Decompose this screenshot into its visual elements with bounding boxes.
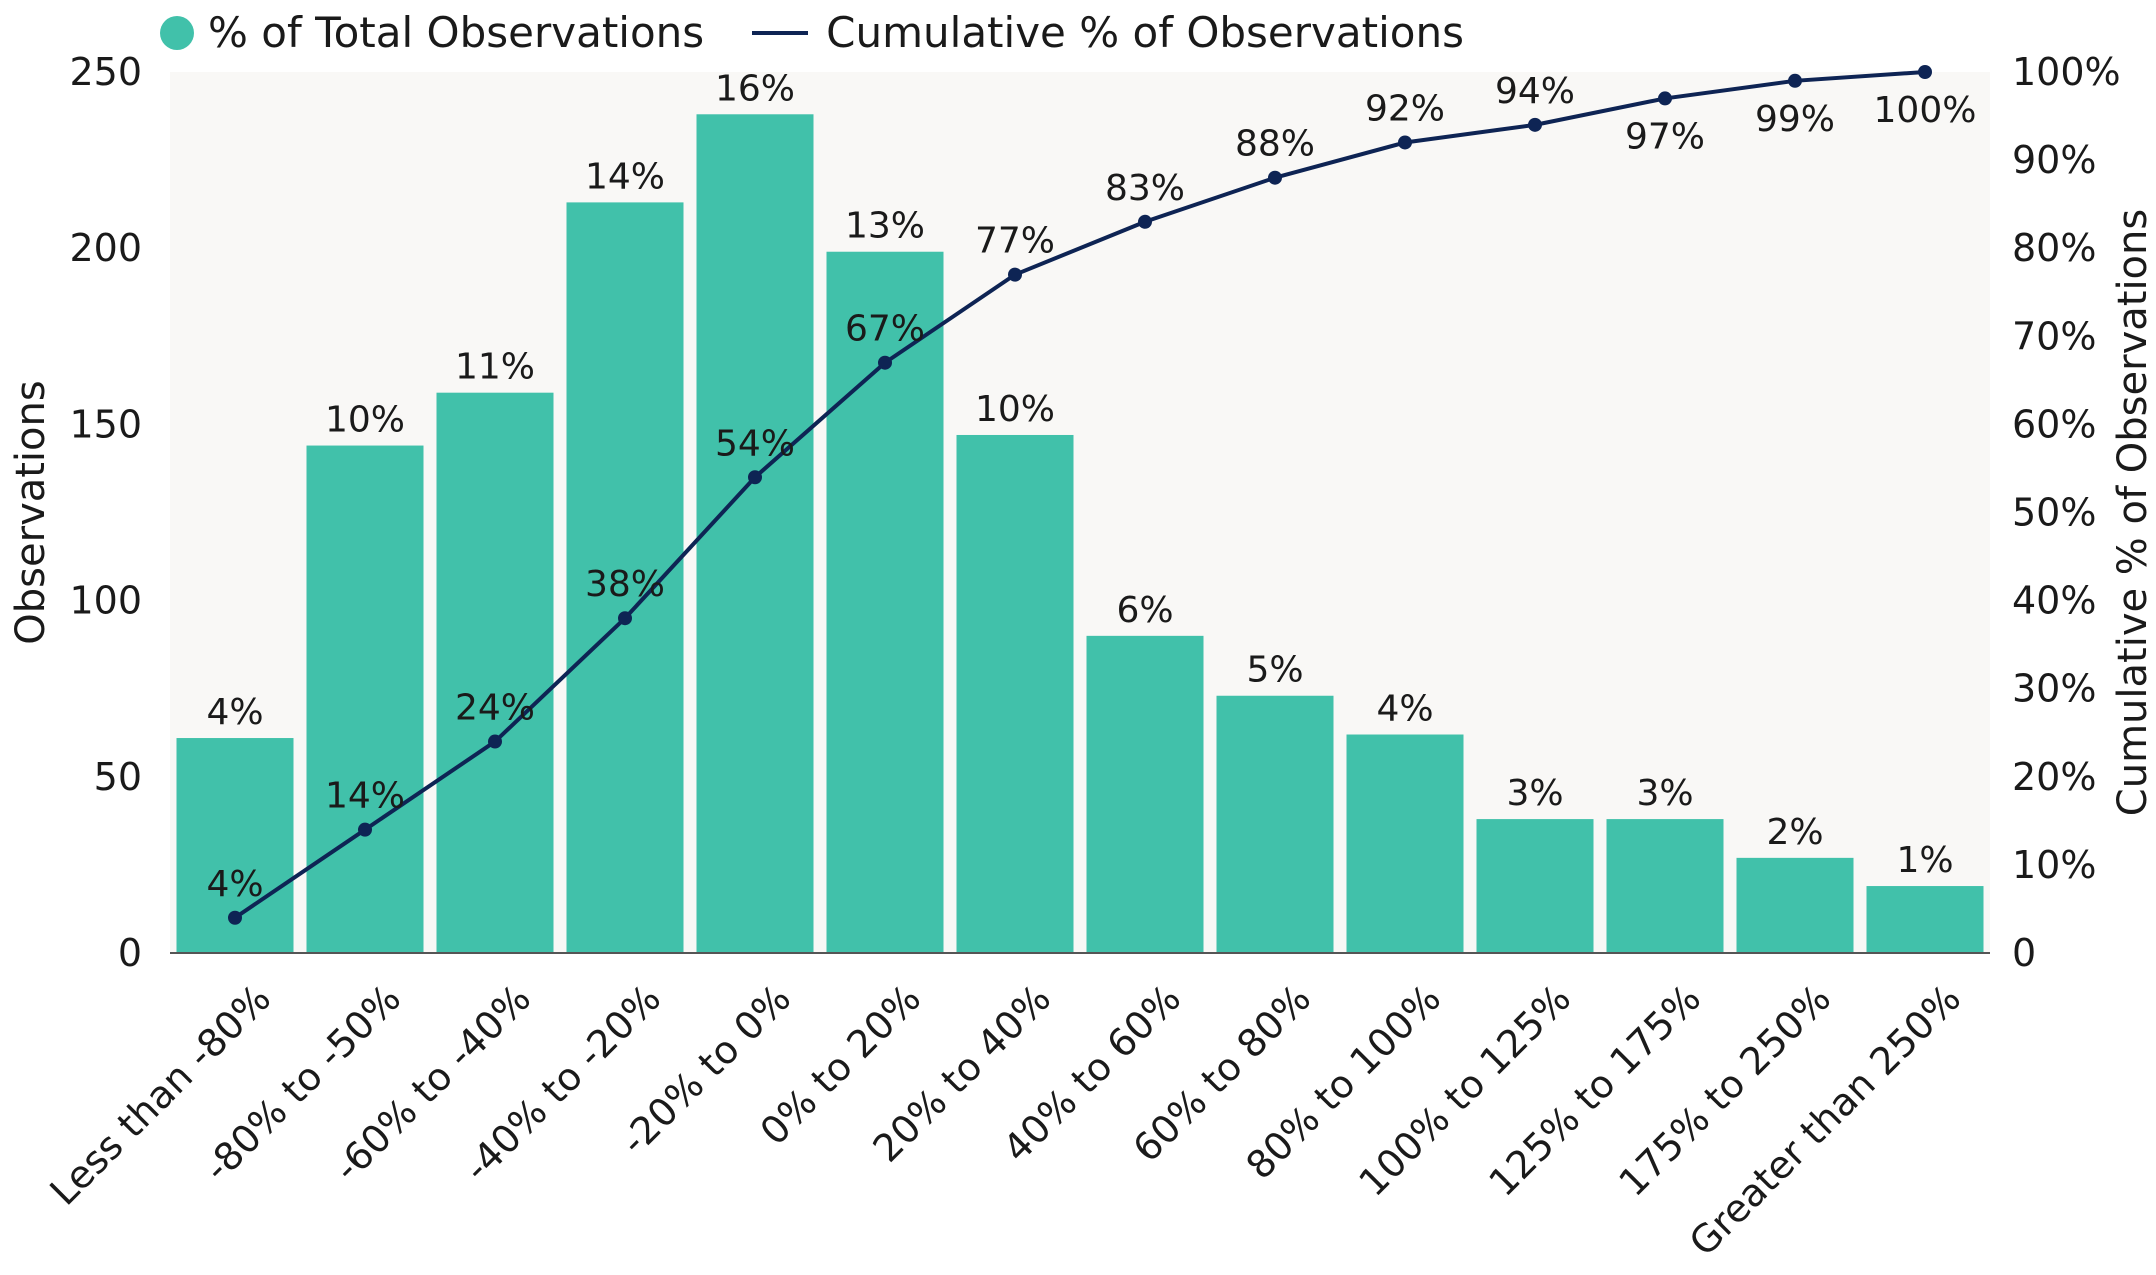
right-axis-tick-label: 50%: [2012, 491, 2096, 535]
bar: [1866, 886, 1984, 953]
bar-data-label: 3%: [1506, 773, 1563, 814]
line-point: [488, 734, 502, 749]
right-axis-tick-label: 60%: [2012, 402, 2096, 446]
line-point: [228, 910, 242, 925]
right-axis-tick-label: 10%: [2012, 843, 2096, 887]
line-data-label: 24%: [455, 688, 535, 729]
right-axis-tick-label: 100%: [2012, 50, 2121, 94]
left-axis-tick-label: 0: [118, 931, 142, 975]
line-data-label: 38%: [585, 564, 665, 605]
line-data-label: 99%: [1755, 99, 1835, 140]
legend-item-bars: % of Total Observations: [160, 8, 704, 57]
line-point: [748, 470, 762, 485]
bar-data-label: 1%: [1896, 840, 1953, 881]
line-data-label: 4%: [206, 864, 263, 905]
left-axis-tick-label: 100: [69, 579, 142, 623]
left-axis-tick-label: 250: [69, 50, 142, 94]
right-axis-title: Cumulative % of Observations: [2110, 209, 2156, 816]
bar: [1346, 734, 1464, 953]
bar-data-label: 13%: [845, 206, 925, 247]
left-axis-title: Observations: [8, 380, 54, 644]
line-point: [1268, 170, 1282, 185]
bar-data-label: 5%: [1246, 650, 1303, 691]
x-axis-tick-label: Less than -80%: [41, 976, 279, 1214]
line-point: [358, 822, 372, 837]
bar-data-label: 10%: [975, 389, 1055, 430]
bar: [306, 445, 424, 953]
bar: [1476, 819, 1594, 953]
line-point: [1788, 73, 1802, 88]
line-data-label: 88%: [1235, 124, 1315, 165]
bar: [1606, 819, 1724, 953]
cumulative-line: [233, 70, 1926, 920]
line-data-label: 54%: [715, 423, 795, 464]
line-data-label: 83%: [1105, 168, 1185, 209]
right-axis-tick-label: 40%: [2012, 579, 2096, 623]
bar: [696, 114, 814, 953]
bar-data-label: 2%: [1766, 812, 1823, 853]
legend: % of Total Observations Cumulative % of …: [160, 8, 1512, 57]
right-axis-tick-label: 70%: [2012, 314, 2096, 358]
bar: [956, 434, 1074, 953]
bar-data-label: 10%: [325, 400, 405, 441]
line-point: [1918, 65, 1932, 79]
bar-data-label: 3%: [1636, 773, 1693, 814]
line-point: [878, 355, 892, 370]
line-point: [1658, 91, 1672, 106]
legend-line-swatch: [752, 30, 809, 35]
legend-bar-label: % of Total Observations: [208, 8, 705, 57]
left-axis-tick-label: 50: [94, 755, 142, 799]
line-point: [618, 611, 632, 626]
right-axis-tick-label: 30%: [2012, 667, 2096, 711]
line-data-label: 100%: [1874, 90, 1977, 131]
line-point: [1398, 135, 1412, 150]
right-axis-tick-label: 90%: [2012, 138, 2096, 182]
bar: [436, 392, 554, 954]
bar-data-label: 6%: [1116, 590, 1173, 631]
line-data-label: 94%: [1495, 71, 1575, 112]
legend-item-line: Cumulative % of Observations: [752, 8, 1464, 57]
bar-data-label: 14%: [585, 156, 665, 197]
bar-data-label: 4%: [206, 692, 263, 733]
right-axis-tick-label: 80%: [2012, 226, 2096, 270]
legend-bar-swatch: [160, 15, 194, 50]
legend-line-label: Cumulative % of Observations: [826, 8, 1464, 57]
bar: [1086, 635, 1204, 953]
line-data-label: 92%: [1365, 88, 1445, 129]
line-point: [1138, 214, 1152, 229]
right-axis-tick-label: 0: [2012, 931, 2036, 975]
line-point: [1008, 267, 1022, 282]
bar-data-label: 16%: [715, 68, 795, 109]
line-data-label: 14%: [325, 776, 405, 817]
bar-data-label: 11%: [455, 347, 535, 388]
bar-data-label: 4%: [1376, 689, 1433, 730]
line-data-label: 97%: [1625, 116, 1705, 157]
bar: [1736, 857, 1854, 953]
line-data-label: 67%: [845, 309, 925, 350]
left-axis-tick-label: 200: [69, 226, 142, 270]
line-point: [1528, 117, 1542, 132]
line-data-label: 77%: [975, 221, 1055, 262]
right-axis-tick-label: 20%: [2012, 755, 2096, 799]
bar: [1216, 695, 1334, 953]
left-axis-tick-label: 150: [69, 402, 142, 446]
